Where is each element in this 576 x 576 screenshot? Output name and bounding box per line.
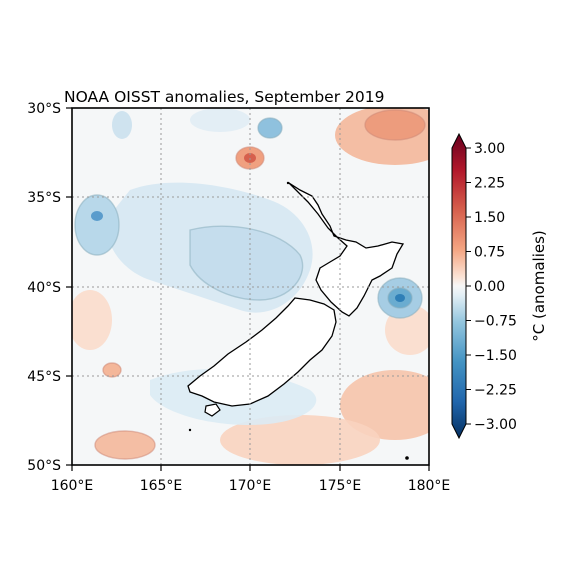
- lat-tick-label: 35°S: [27, 190, 61, 206]
- colorbar-tick-label: 1.50: [474, 210, 505, 226]
- colorbar-body: [451, 132, 467, 440]
- colorbar-tick-label: 0.00: [474, 279, 505, 295]
- stewart-island: [204, 403, 221, 417]
- colorbar-tick-label: −0.75: [474, 314, 517, 330]
- map-title: NOAA OISST anomalies, September 2019: [64, 88, 384, 106]
- chatham-islet: [405, 456, 409, 460]
- colorbar-tick-label: −3.00: [474, 417, 517, 433]
- cool-anomaly-region: [190, 108, 250, 132]
- longitude-axis: [71, 465, 430, 471]
- colorbar-tick-label: 3.00: [474, 141, 505, 157]
- new-zealand-south-island: [187, 297, 337, 407]
- lat-tick-label: 45°S: [27, 369, 61, 385]
- colorbar: 3.00 2.25 1.50 0.75 0.00 −0.75 −1.50 −2.…: [451, 132, 548, 440]
- lat-tick-label: 50°S: [27, 458, 61, 474]
- warm-anomaly-region: [72, 290, 112, 350]
- lon-tick-label: 175°E: [319, 478, 362, 494]
- warm-anomaly-region: [220, 415, 380, 465]
- islet: [188, 428, 192, 432]
- cool-anomaly-region: [190, 226, 303, 300]
- lon-tick-label: 170°E: [229, 478, 272, 494]
- warm-anomaly-region: [340, 370, 429, 440]
- colorbar-label: °C (anomalies): [530, 230, 548, 342]
- colorbar-tick-label: 0.75: [474, 245, 505, 261]
- latitude-axis: [66, 107, 72, 466]
- lon-tick-label: 160°E: [51, 478, 94, 494]
- islet: [286, 181, 290, 185]
- colorbar-tick-label: −2.25: [474, 383, 517, 399]
- warm-anomaly-region: [103, 363, 121, 377]
- cool-anomaly-region: [91, 211, 103, 221]
- colorbar-tick-label: −1.50: [474, 348, 517, 364]
- cool-anomaly-region: [395, 294, 405, 302]
- cool-anomaly-region: [258, 118, 282, 138]
- anomaly-field: [72, 108, 429, 465]
- lon-tick-label: 165°E: [140, 478, 183, 494]
- warm-anomaly-region: [95, 431, 155, 459]
- new-zealand-north-island: [288, 182, 405, 317]
- warm-anomaly-region: [365, 110, 425, 140]
- cool-anomaly-region: [112, 111, 132, 139]
- colorbar-tick-label: 2.25: [474, 176, 505, 192]
- lon-tick-label: 180°E: [408, 478, 451, 494]
- lat-tick-label: 30°S: [27, 101, 61, 117]
- lat-tick-label: 40°S: [27, 280, 61, 296]
- cool-anomaly-region: [75, 195, 119, 255]
